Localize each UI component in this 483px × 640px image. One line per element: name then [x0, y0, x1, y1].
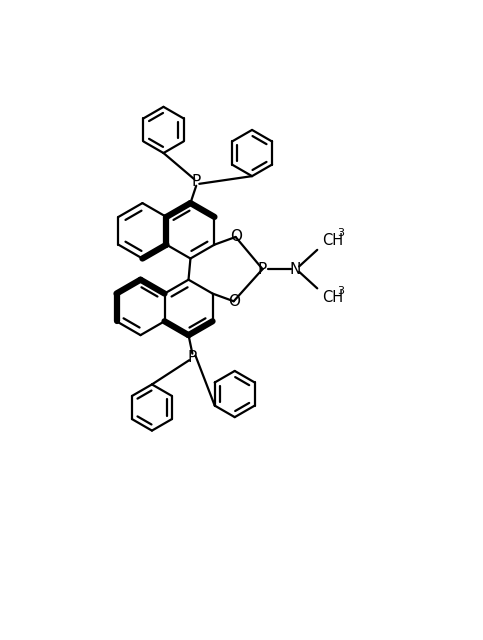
Text: N: N	[290, 262, 301, 276]
Text: 3: 3	[338, 286, 345, 296]
Text: P: P	[258, 262, 267, 276]
Text: P: P	[188, 350, 197, 365]
Text: P: P	[192, 175, 201, 189]
Text: CH: CH	[322, 233, 343, 248]
Text: CH: CH	[322, 291, 343, 305]
Text: O: O	[229, 230, 242, 244]
Text: O: O	[227, 294, 240, 308]
Text: 3: 3	[338, 228, 345, 238]
